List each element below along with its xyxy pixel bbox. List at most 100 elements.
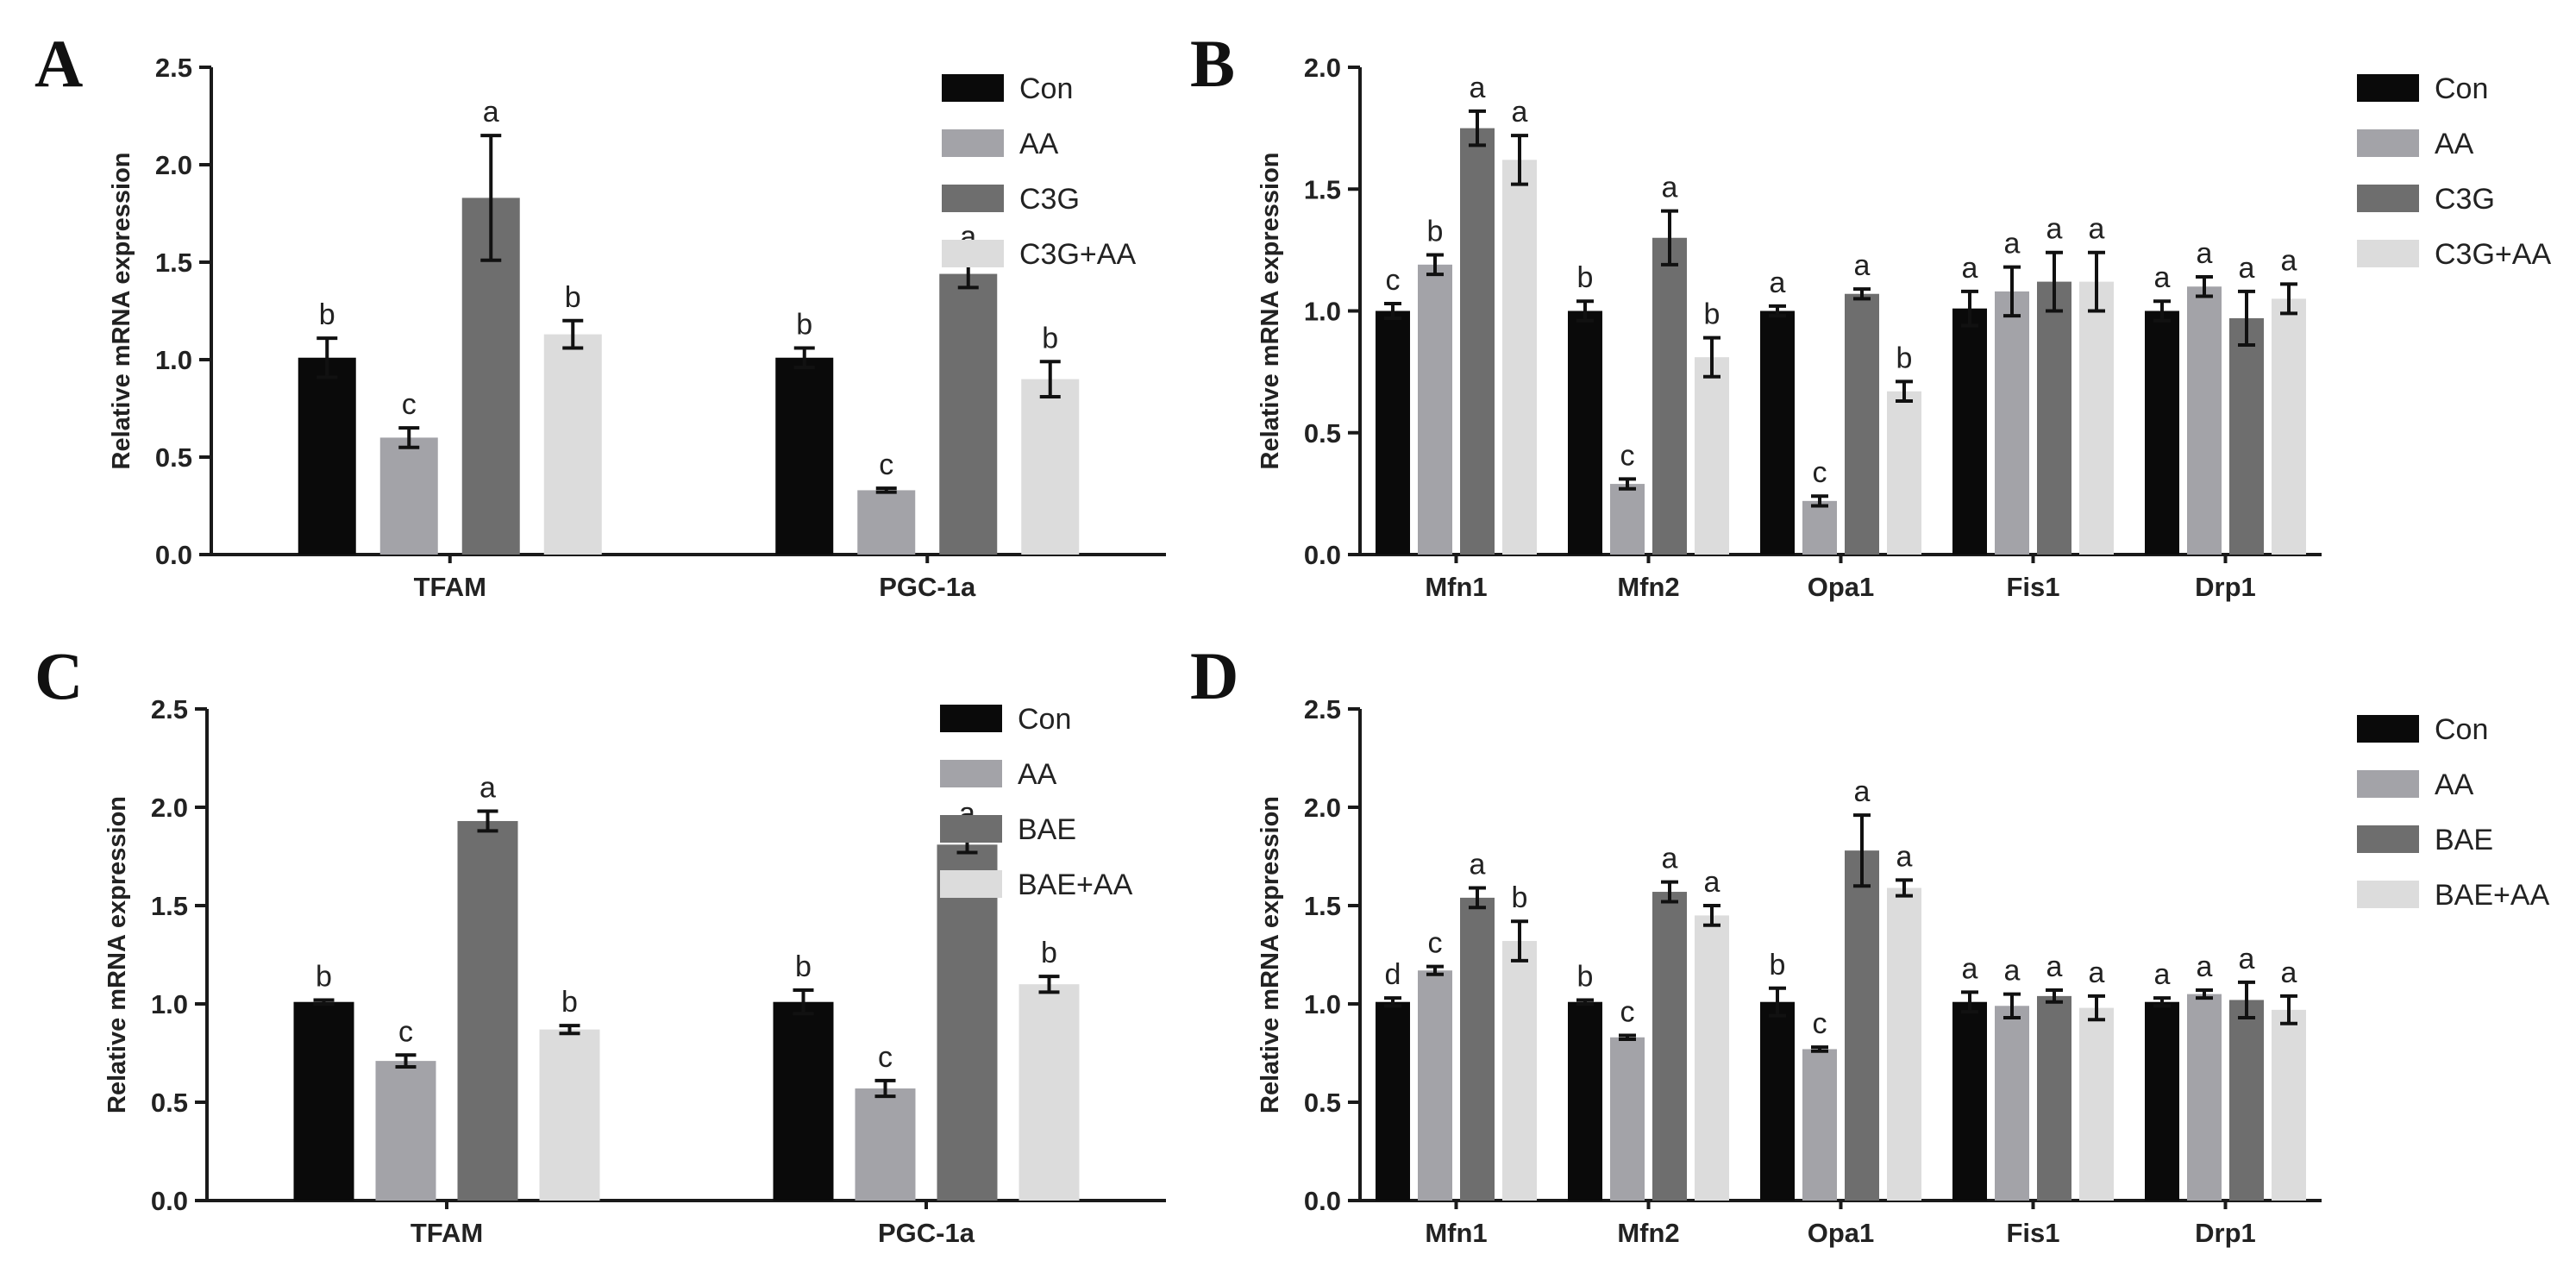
y-tick-label: 1.0 bbox=[151, 989, 188, 1019]
bar bbox=[1652, 237, 1687, 555]
legend-swatch bbox=[940, 705, 1002, 732]
y-tick-label: 1.5 bbox=[155, 248, 192, 278]
significance-letter: a bbox=[1962, 952, 1978, 985]
bar bbox=[1760, 310, 1795, 555]
bar bbox=[1418, 970, 1452, 1201]
y-tick-label: 0.5 bbox=[1304, 1088, 1341, 1118]
legend-swatch bbox=[940, 815, 1002, 843]
bar bbox=[1952, 1001, 1987, 1201]
significance-letter: a bbox=[1662, 172, 1678, 204]
y-tick-label: 0.0 bbox=[1304, 540, 1341, 570]
x-category-label: PGC-1a bbox=[879, 572, 976, 602]
significance-letter: a bbox=[1896, 840, 1913, 873]
significance-letter: a bbox=[479, 772, 496, 805]
significance-letter: a bbox=[2197, 950, 2213, 983]
significance-letter: b bbox=[316, 960, 332, 993]
legend-label: C3G bbox=[1019, 183, 1080, 216]
bar bbox=[939, 273, 998, 555]
significance-letter: a bbox=[2154, 958, 2171, 991]
x-category-label: Drp1 bbox=[2195, 1218, 2256, 1248]
legend-swatch bbox=[2357, 240, 2419, 267]
y-axis-title: Relative mRNA expression bbox=[1257, 152, 1284, 469]
legend-label: AA bbox=[2435, 768, 2474, 801]
y-tick-label: 0.0 bbox=[155, 540, 192, 570]
legend-label: Con bbox=[2435, 713, 2488, 746]
y-axis-title: Relative mRNA expression bbox=[1257, 796, 1284, 1113]
bar bbox=[1887, 887, 1921, 1201]
panel-letter: C bbox=[34, 638, 83, 713]
legend-label: C3G+AA bbox=[2435, 238, 2551, 271]
significance-letter: b bbox=[319, 298, 335, 331]
bar bbox=[1460, 128, 1495, 555]
x-category-label: Opa1 bbox=[1808, 572, 1875, 602]
panel-a: A 0.0 0.5 1.0 1.5 2.0 2.5 Relative mRNA express… bbox=[34, 26, 1166, 602]
significance-letter: a bbox=[2281, 956, 2297, 989]
bar bbox=[1418, 264, 1452, 555]
significance-letter: b bbox=[1041, 937, 1057, 969]
x-category-label: Opa1 bbox=[1808, 1218, 1875, 1248]
bar bbox=[298, 357, 356, 555]
bar bbox=[1952, 308, 1987, 555]
legend-swatch bbox=[2357, 185, 2419, 212]
bar bbox=[1845, 850, 1879, 1201]
bar bbox=[457, 820, 518, 1201]
bar bbox=[1802, 500, 1837, 555]
significance-letter: b bbox=[1577, 261, 1594, 294]
y-tick-label: 1.5 bbox=[1304, 891, 1341, 921]
bar bbox=[937, 844, 998, 1201]
legend-swatch bbox=[942, 240, 1004, 267]
significance-letter: b bbox=[796, 308, 812, 341]
x-category-label: TFAM bbox=[411, 1218, 483, 1248]
bar bbox=[1995, 1006, 2029, 1201]
y-tick-label: 1.0 bbox=[155, 345, 192, 375]
bar bbox=[379, 437, 438, 555]
x-category-label: PGC-1a bbox=[878, 1218, 975, 1248]
bar bbox=[2187, 994, 2222, 1201]
bar bbox=[1021, 379, 1080, 555]
bar bbox=[2145, 310, 2179, 555]
significance-letter: c bbox=[1620, 995, 1635, 1028]
x-category-label: Mfn2 bbox=[1617, 572, 1679, 602]
y-tick-label: 2.0 bbox=[151, 793, 188, 823]
x-category-label: Fis1 bbox=[2006, 1218, 2059, 1248]
legend-label: BAE+AA bbox=[1018, 869, 1133, 901]
bar bbox=[775, 357, 834, 555]
significance-letter: a bbox=[2089, 956, 2105, 989]
y-tick-label: 2.5 bbox=[1304, 694, 1341, 724]
x-category-label: Mfn2 bbox=[1617, 1218, 1679, 1248]
significance-letter: c bbox=[1428, 927, 1443, 960]
y-tick-label: 1.0 bbox=[1304, 297, 1341, 327]
bar bbox=[1568, 310, 1602, 555]
bar bbox=[1802, 1049, 1837, 1201]
bar bbox=[2037, 281, 2071, 555]
significance-letter: d bbox=[1385, 958, 1401, 991]
significance-letter: a bbox=[2197, 237, 2213, 270]
bar bbox=[543, 334, 602, 555]
y-axis-title: Relative mRNA expression bbox=[108, 152, 135, 469]
panel-c: C 0.0 0.5 1.0 1.5 2.0 2.5 Relative mRNA express… bbox=[34, 638, 1166, 1248]
bar bbox=[1376, 1001, 1410, 1201]
bar bbox=[1376, 310, 1410, 555]
bar bbox=[2145, 1001, 2179, 1201]
significance-letter: b bbox=[1042, 322, 1058, 354]
legend-swatch bbox=[2357, 129, 2419, 157]
significance-letter: b bbox=[1512, 881, 1528, 914]
significance-letter: a bbox=[2004, 228, 2021, 260]
legend-label: BAE+AA bbox=[2435, 879, 2550, 912]
y-tick-label: 1.5 bbox=[151, 891, 188, 921]
legend-swatch bbox=[2357, 770, 2419, 798]
y-tick-label: 2.0 bbox=[1304, 793, 1341, 823]
panel-letter: B bbox=[1190, 26, 1235, 101]
bar bbox=[2079, 281, 2114, 555]
legend-swatch bbox=[942, 74, 1004, 102]
significance-letter: c bbox=[1386, 264, 1401, 297]
bar bbox=[1695, 915, 1729, 1201]
bar bbox=[1695, 357, 1729, 555]
significance-letter: c bbox=[398, 1015, 413, 1048]
y-tick-label: 1.0 bbox=[1304, 989, 1341, 1019]
panel-letter: A bbox=[34, 26, 83, 101]
y-tick-label: 0.0 bbox=[1304, 1186, 1341, 1216]
bar bbox=[1018, 984, 1080, 1201]
significance-letter: a bbox=[1854, 775, 1871, 808]
significance-letter: a bbox=[1512, 96, 1528, 129]
